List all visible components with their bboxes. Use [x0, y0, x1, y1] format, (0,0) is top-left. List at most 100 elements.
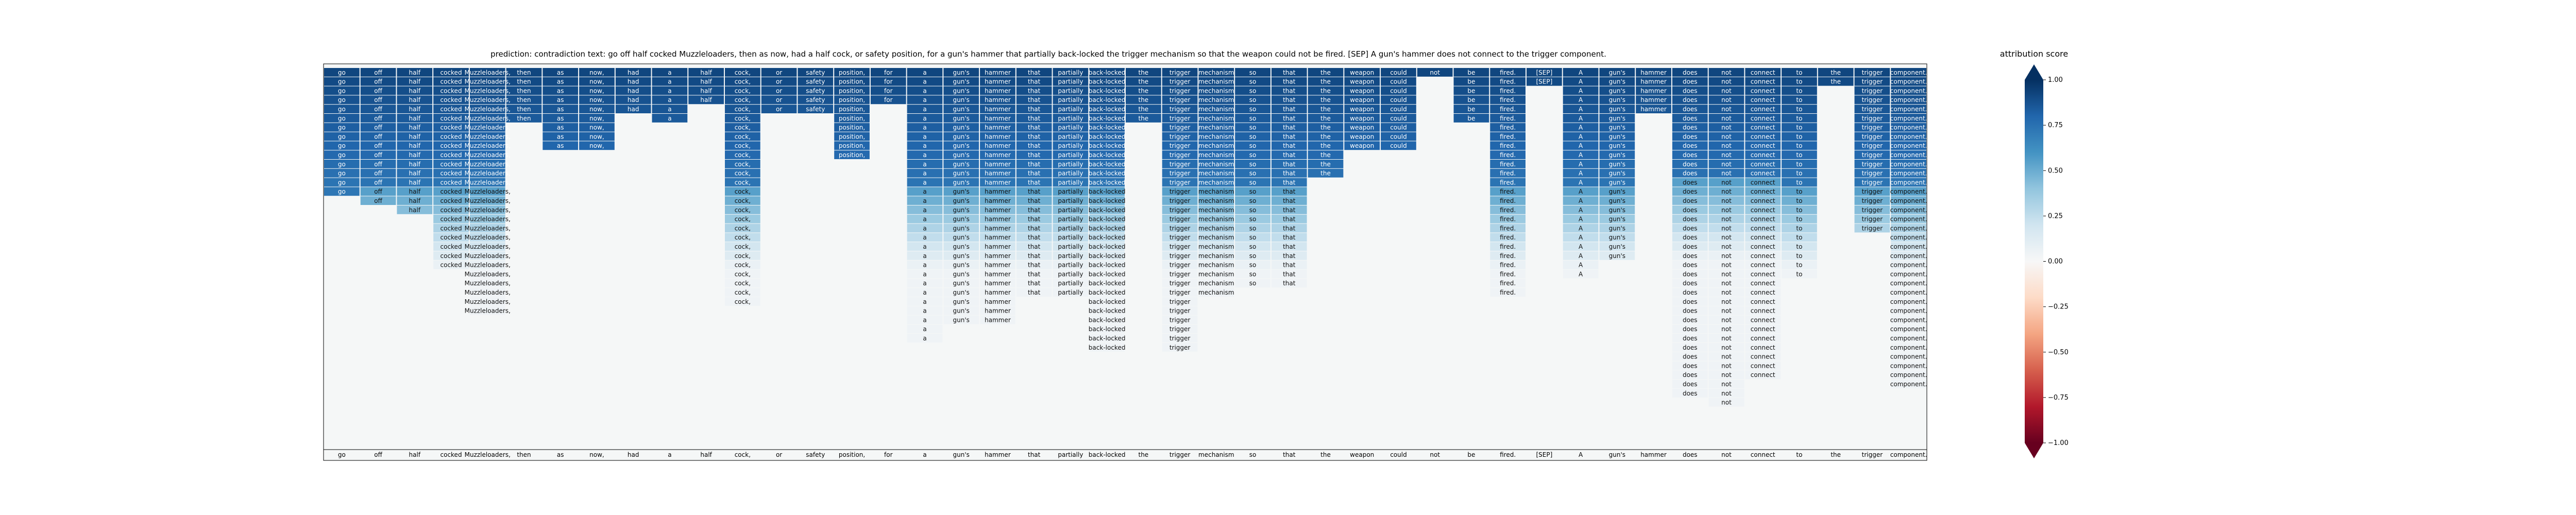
heatmap-cell-label: back-locked: [1089, 124, 1126, 131]
heatmap-cell: [1162, 242, 1198, 251]
heatmap-cell: [980, 114, 1015, 123]
heatmap-cell: [1198, 242, 1234, 251]
heatmap-cell-label: Muzzleloaders,: [465, 78, 511, 85]
heatmap-cell: [1672, 361, 1708, 370]
heatmap-cell-label: gun's: [1609, 124, 1625, 131]
heatmap-cell: [1089, 214, 1125, 224]
x-axis-tick-label: or: [776, 451, 782, 458]
heatmap-cell: [1235, 233, 1270, 242]
heatmap-cell: [1089, 187, 1125, 196]
heatmap-cell-label: back-locked: [1089, 96, 1126, 104]
heatmap-cell: [1235, 68, 1270, 77]
heatmap-cell-label: now,: [589, 106, 604, 113]
heatmap-cell-label: the: [1139, 69, 1149, 76]
heatmap-cell: [1854, 95, 1890, 105]
heatmap-cell: [433, 168, 469, 178]
heatmap-cell: [433, 105, 469, 113]
heatmap-cell: [652, 86, 688, 95]
heatmap-cell: [1708, 324, 1744, 334]
heatmap-cell: [397, 95, 433, 105]
heatmap-cell-label: does: [1683, 216, 1698, 223]
heatmap-cell-label: off: [374, 133, 382, 140]
heatmap-cell-label: a: [923, 151, 926, 159]
heatmap-cell: [1563, 251, 1599, 260]
heatmap-cell-label: Muzzleloaders,: [465, 179, 511, 186]
heatmap-cell-label: not: [1721, 325, 1732, 333]
heatmap-cell-label: half: [409, 106, 421, 113]
heatmap-cell: [1490, 123, 1526, 132]
heatmap-cell: [1089, 86, 1125, 95]
colorbar-gradient: [2025, 80, 2043, 443]
heatmap-cell-label: so: [1249, 188, 1257, 195]
heatmap-cell-label: Muzzleloaders,: [465, 161, 511, 168]
heatmap-cell-label: a: [923, 133, 926, 140]
heatmap-cell: [433, 251, 469, 260]
heatmap-cell: [1672, 297, 1708, 306]
heatmap-cell-label: now,: [589, 142, 604, 149]
heatmap-cell-label: cocked: [440, 252, 462, 260]
heatmap-cell: [1745, 95, 1781, 105]
heatmap-cell: [1308, 160, 1344, 168]
heatmap-cell-label: mechanism: [1198, 151, 1234, 159]
heatmap-cell-label: trigger: [1170, 170, 1191, 177]
heatmap-cell: [1708, 196, 1744, 205]
heatmap-cell-label: trigger: [1862, 225, 1883, 232]
heatmap-cell: [1891, 205, 1926, 214]
heatmap-cell: [360, 178, 396, 187]
heatmap-cell-label: that: [1028, 188, 1041, 195]
heatmap-cell: [1745, 150, 1781, 159]
heatmap-cell: [943, 297, 979, 306]
heatmap-cell-label: position,: [839, 151, 865, 159]
heatmap-cell: [1599, 196, 1635, 205]
heatmap-cell: [1599, 242, 1635, 251]
heatmap-cell-label: go: [338, 188, 346, 195]
heatmap-cell: [579, 114, 615, 123]
heatmap-cell-label: hammer: [985, 280, 1011, 287]
heatmap-cell: [1599, 160, 1635, 168]
heatmap-cell-label: Muzzleloaders,: [465, 243, 511, 250]
heatmap-cell: [1053, 86, 1089, 95]
heatmap-cell-label: connect: [1751, 188, 1775, 195]
heatmap-cell: [1198, 95, 1234, 105]
heatmap-cell-label: go: [338, 161, 346, 168]
heatmap-cell-label: hammer: [985, 96, 1011, 104]
heatmap-cell: [907, 205, 943, 214]
heatmap-cell: [1162, 269, 1198, 279]
heatmap-cell-label: gun's: [1609, 142, 1625, 149]
heatmap-cell-label: partially: [1058, 78, 1083, 85]
heatmap-cell: [433, 114, 469, 123]
heatmap-cell: [1162, 77, 1198, 86]
x-axis-tick-label: as: [557, 451, 564, 458]
heatmap-cell-label: does: [1683, 225, 1698, 232]
heatmap-cell-label: hammer: [985, 270, 1011, 278]
heatmap-cell: [1782, 224, 1817, 233]
heatmap-cell-label: off: [374, 115, 382, 122]
heatmap-cell: [1053, 150, 1089, 159]
heatmap-cell: [1599, 105, 1635, 113]
heatmap-cell-label: trigger: [1170, 87, 1191, 94]
heatmap-cell-label: cock,: [735, 234, 751, 241]
heatmap-cell-label: to: [1796, 197, 1802, 204]
heatmap-cell: [1891, 297, 1926, 306]
x-axis-tick-label: gun's: [1609, 451, 1625, 458]
heatmap-cell-label: component.: [1890, 381, 1927, 388]
heatmap-cell: [980, 123, 1015, 132]
heatmap-cell: [1563, 95, 1599, 105]
heatmap-cell: [1271, 269, 1307, 279]
heatmap-cell: [1563, 205, 1599, 214]
heatmap-cell-label: could: [1390, 115, 1407, 122]
heatmap-cell-label: not: [1721, 335, 1732, 342]
heatmap-cell-label: trigger: [1862, 188, 1883, 195]
heatmap-cell: [907, 269, 943, 279]
heatmap-cell: [433, 77, 469, 86]
heatmap-cell-label: fired.: [1500, 124, 1516, 131]
heatmap-cell: [324, 141, 360, 150]
heatmap-cell: [1891, 132, 1926, 141]
heatmap-cell: [1708, 389, 1744, 398]
heatmap-cell-label: back-locked: [1089, 270, 1126, 278]
heatmap-cell-label: half: [409, 151, 421, 159]
heatmap-cell: [1854, 224, 1890, 233]
heatmap-cell: [1235, 105, 1270, 113]
heatmap-cell: [1053, 105, 1089, 113]
heatmap-cell: [1672, 224, 1708, 233]
